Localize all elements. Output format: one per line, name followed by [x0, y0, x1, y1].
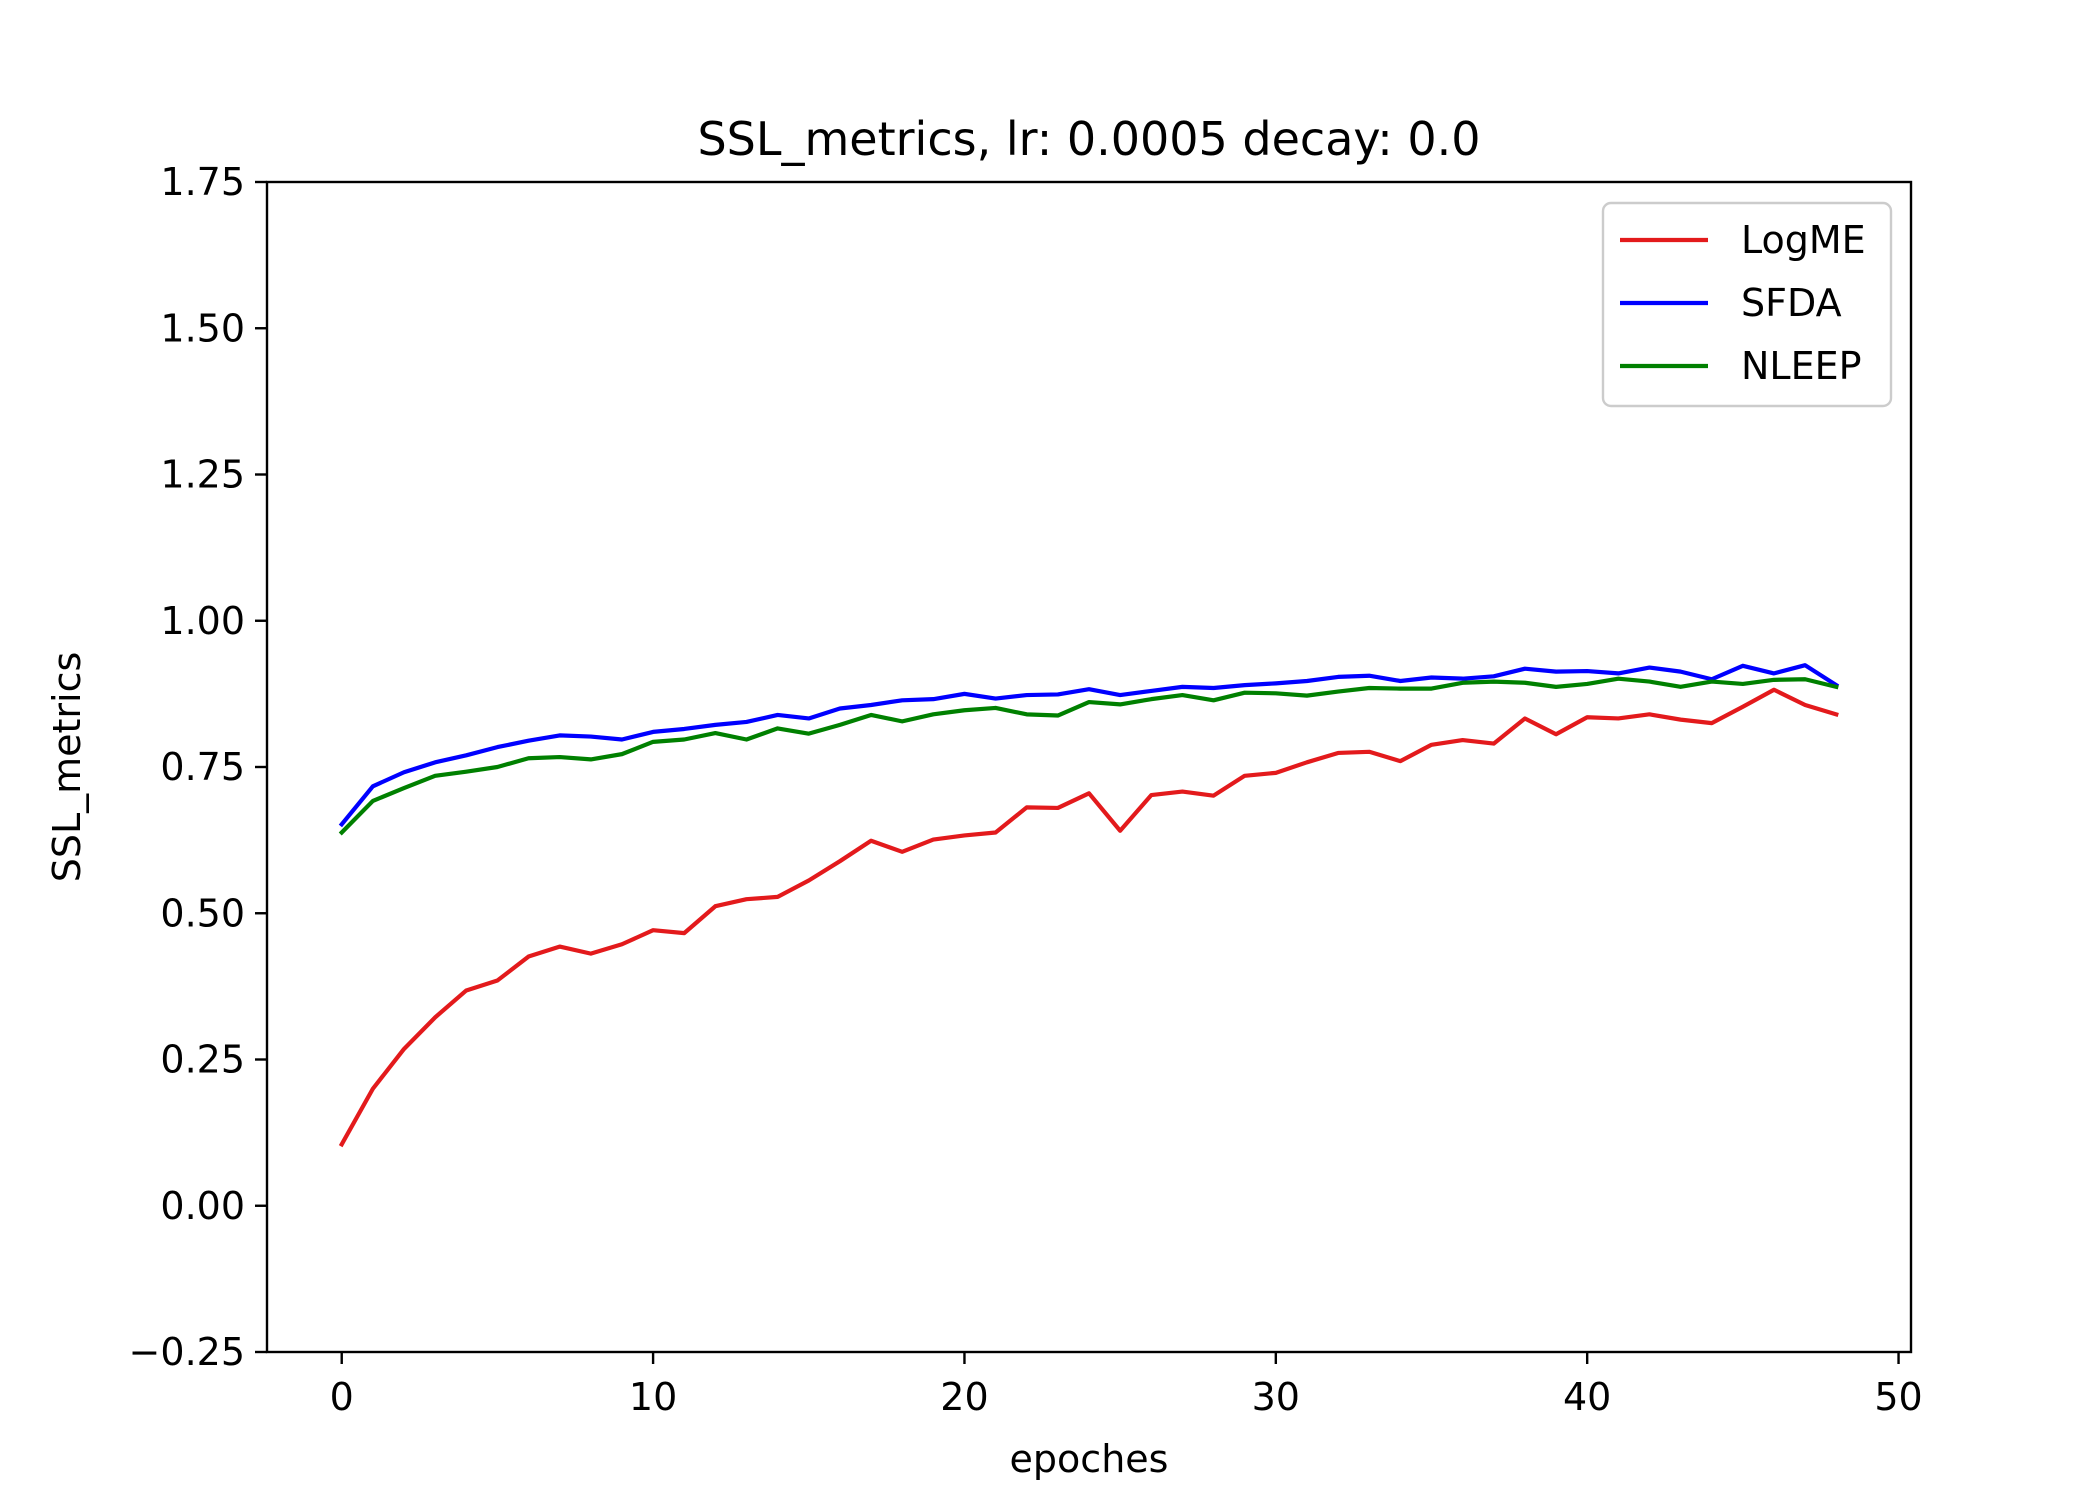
series-layer — [338, 663, 1840, 1148]
y-tick-label: −0.25 — [129, 1330, 245, 1374]
legend-entries: LogME SFDA NLEEP — [1620, 218, 1866, 388]
y-tick-label: 1.25 — [160, 453, 245, 497]
y-tick-label: 1.50 — [160, 306, 245, 350]
legend: LogME SFDA NLEEP — [1601, 201, 1893, 408]
series-line-logme — [338, 687, 1839, 1148]
y-tick-label: 1.00 — [160, 599, 245, 643]
y-tick-label: 0.00 — [160, 1184, 245, 1228]
x-tick-label: 10 — [629, 1375, 677, 1419]
x-tick-label: 0 — [330, 1375, 354, 1419]
x-tick-label: 50 — [1874, 1375, 1922, 1419]
chart-title: SSL_metrics, lr: 0.0005 decay: 0.0 — [697, 112, 1480, 166]
y-tick-label: 0.75 — [160, 745, 245, 789]
y-axis-label: SSL_metrics — [45, 652, 89, 883]
x-tick-label: 40 — [1563, 1375, 1611, 1419]
y-axis-ticks: −0.25 0.00 0.25 0.50 0.75 1.00 1.25 1.50 1.75 — [129, 160, 267, 1374]
y-tick-label: 1.75 — [160, 160, 245, 204]
legend-frame — [1601, 201, 1893, 408]
legend-label-logme: LogME — [1741, 218, 1866, 262]
x-tick-label: 30 — [1252, 1375, 1300, 1419]
plot-frame — [265, 180, 1913, 1354]
legend-label-nleep: NLEEP — [1741, 344, 1862, 388]
y-tick-label: 0.50 — [160, 891, 245, 935]
series-line-nleep — [338, 676, 1839, 836]
x-axis-label: epoches — [1010, 1437, 1169, 1481]
y-tick-label: 0.25 — [160, 1038, 245, 1082]
legend-label-sfda: SFDA — [1741, 281, 1842, 325]
x-axis-ticks: 0 10 20 30 40 50 — [330, 1352, 1923, 1419]
series-line-sfda — [338, 663, 1840, 828]
x-tick-label: 20 — [940, 1375, 988, 1419]
